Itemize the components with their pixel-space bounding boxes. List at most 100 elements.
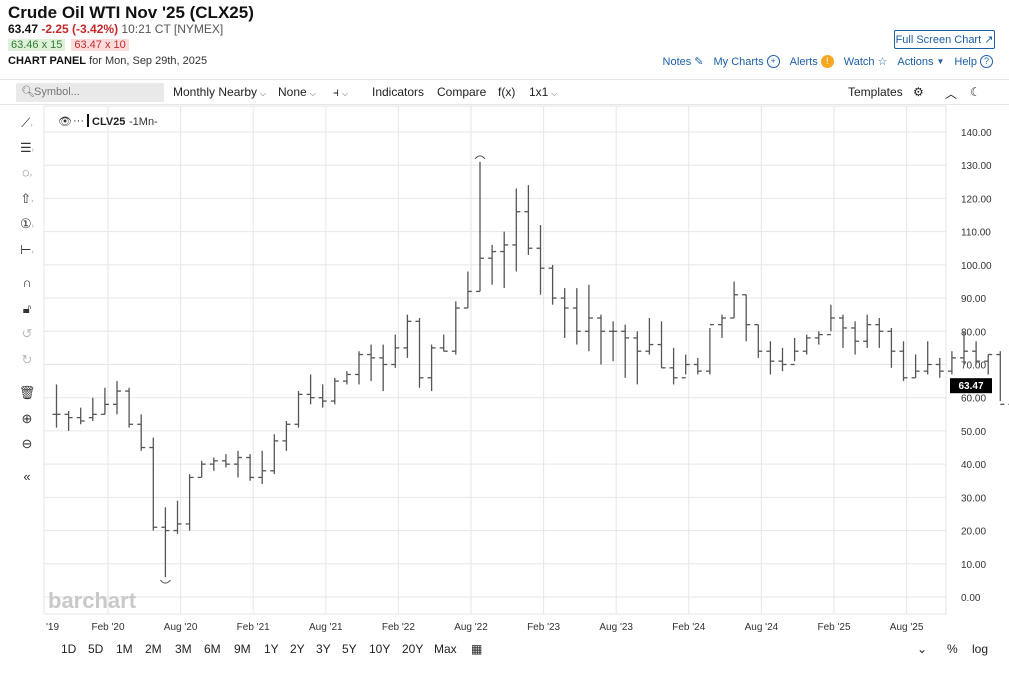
range-20y[interactable]: 20Y: [402, 642, 424, 656]
collapse-sidebar-icon[interactable]: «: [23, 469, 31, 484]
range-3y[interactable]: 3Y: [316, 642, 331, 656]
ohlc-bar: [439, 334, 448, 352]
undo-icon[interactable]: ↺: [21, 326, 33, 341]
ohlc-bar: [294, 391, 303, 428]
y-tick-label: 50.00: [961, 427, 986, 438]
ohlc-bar: [209, 457, 218, 471]
range-3m[interactable]: 3M: [175, 642, 192, 656]
ohlc-bar: [512, 188, 521, 272]
my-charts-link[interactable]: My Charts +: [713, 55, 780, 68]
ohlc-bar: [500, 231, 509, 289]
magnet-icon[interactable]: ∩: [22, 275, 32, 290]
gear-icon[interactable]: ⚙: [913, 85, 924, 99]
notes-link[interactable]: Notes ✎: [662, 55, 704, 69]
symbol-search[interactable]: 🔍︎: [16, 83, 164, 102]
period-dropdown[interactable]: Monthly Nearby ⌵: [173, 85, 267, 99]
range-10y[interactable]: 10Y: [369, 642, 391, 656]
annotation-icon[interactable]: ①›: [20, 216, 34, 231]
bar-type-dropdown[interactable]: ⫞ ⌵: [333, 85, 348, 100]
zoom-out-icon[interactable]: ⊖: [21, 436, 33, 451]
measure-tool-icon[interactable]: ⊢›: [20, 242, 34, 257]
fib-tool-icon[interactable]: ☰›: [20, 140, 34, 155]
alert-icon: !: [820, 55, 834, 68]
x-tick-label: Aug '25: [890, 622, 924, 633]
log-toggle[interactable]: log: [972, 642, 989, 656]
ohlc-bar: [875, 318, 884, 348]
ohlc-bar: [221, 454, 230, 468]
full-screen-chart-button[interactable]: Full Screen Chart ↗: [894, 30, 995, 49]
ohlc-bar: [137, 414, 146, 451]
arrow-up-icon[interactable]: ⇧›: [20, 191, 34, 206]
indicators-button[interactable]: Indicators: [372, 85, 425, 99]
ohlc-bar: [100, 387, 109, 415]
ohlc-bar: [173, 500, 182, 534]
ohlc-bar: [923, 341, 932, 375]
ohlc-bar: [863, 314, 872, 348]
range-9m[interactable]: 9M: [234, 642, 251, 656]
more-options-icon[interactable]: ···: [73, 115, 84, 127]
watch-link[interactable]: Watch ☆: [843, 55, 888, 69]
help-link[interactable]: Help?: [954, 55, 993, 68]
ohlc-bar: [681, 354, 690, 379]
y-tick-label: 20.00: [961, 527, 986, 538]
chevron-double-down-icon[interactable]: ⌄: [917, 642, 928, 656]
legend-series-swatch: [87, 114, 89, 127]
trash-icon[interactable]: 🗑︎: [18, 385, 36, 400]
ohlc-bar: [730, 281, 739, 319]
layout-dropdown[interactable]: 1x1 ⌵: [529, 85, 558, 99]
range-max[interactable]: Max: [434, 642, 457, 656]
plot-area[interactable]: [43, 105, 947, 615]
eye-icon[interactable]: 👁︎: [58, 115, 72, 128]
chevron-down-icon: ⌵: [260, 89, 267, 98]
range-5d[interactable]: 5D: [88, 642, 104, 656]
search-icon: 🔍︎: [21, 86, 35, 98]
top-links: Notes ✎ My Charts + Alerts! Watch ☆ Actions…: [663, 55, 993, 68]
ohlc-bar: [330, 377, 339, 405]
y-tick-label: 10.00: [961, 560, 986, 571]
study-dropdown[interactable]: None ⌵: [278, 85, 316, 99]
bid-ask: 63.46 x 15 63.47 x 10: [8, 39, 129, 51]
range-6m[interactable]: 6M: [204, 642, 221, 656]
range-1m[interactable]: 1M: [116, 642, 133, 656]
star-icon: ☆: [877, 56, 888, 68]
calendar-icon[interactable]: ▦: [471, 642, 483, 656]
range-1y[interactable]: 1Y: [264, 642, 279, 656]
alerts-link[interactable]: Alerts!: [790, 55, 834, 68]
ohlc-bar: [597, 314, 605, 365]
pencil-icon: ✎: [694, 56, 704, 68]
range-1d[interactable]: 1D: [61, 642, 77, 656]
zoom-in-icon[interactable]: ⊕: [21, 411, 33, 426]
range-2m[interactable]: 2M: [145, 642, 162, 656]
function-button[interactable]: f(x): [498, 85, 516, 99]
shape-tool-icon[interactable]: ◌›: [21, 165, 33, 180]
redo-icon[interactable]: ↻: [21, 352, 33, 367]
last-price: 63.47: [8, 22, 39, 36]
compare-button[interactable]: Compare: [437, 85, 487, 99]
ohlc-bar: [415, 318, 424, 388]
y-tick-label: 80.00: [961, 327, 986, 338]
ohlc-bar: [754, 323, 763, 358]
templates-button[interactable]: Templates: [848, 85, 903, 99]
ohlc-bar: [451, 301, 460, 355]
y-tick-label: 30.00: [961, 493, 986, 504]
moon-icon[interactable]: ☾: [970, 85, 981, 99]
ohlc-bar: [270, 434, 279, 475]
ohlc-bar: [306, 374, 315, 405]
symbol-input[interactable]: [34, 84, 160, 100]
range-2y[interactable]: 2Y: [290, 642, 305, 656]
range-5y[interactable]: 5Y: [342, 642, 357, 656]
ohlc-bar: [851, 321, 860, 355]
ohlc-bar: [318, 384, 327, 408]
x-tick-label: Aug '24: [745, 622, 779, 633]
ohlc-bar: [911, 354, 920, 379]
bid-badge: 63.46 x 15: [8, 39, 66, 51]
percent-toggle[interactable]: %: [947, 642, 958, 656]
collapse-up-icon[interactable]: ︿: [945, 87, 958, 101]
ohlc-bar: [633, 331, 642, 385]
actions-menu[interactable]: Actions ▼: [897, 55, 945, 68]
lock-icon[interactable]: 🔓︎: [22, 301, 32, 316]
trend-line-icon[interactable]: ⟋›: [21, 115, 33, 130]
ohlc-bar: [113, 381, 121, 415]
ohlc-bar: [246, 454, 255, 481]
